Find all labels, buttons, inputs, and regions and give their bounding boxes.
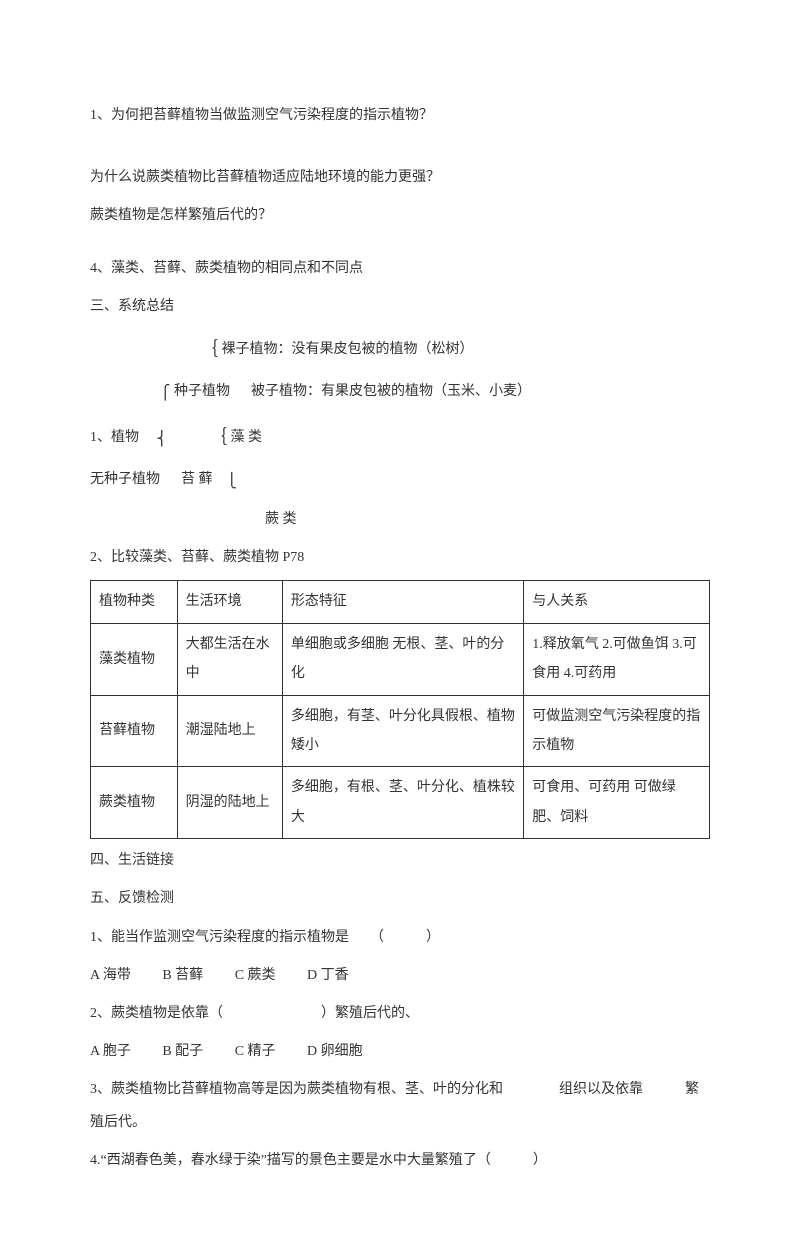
tree-line-5: 蕨 类 <box>90 504 710 536</box>
table-cell: 蕨类植物 <box>91 767 178 839</box>
question-1: 1、为何把苔藓植物当做监测空气污染程度的指示植物？ <box>90 100 710 132</box>
table-row: 苔藓植物 潮湿陆地上 多细胞，有茎、叶分化具假根、植物矮小 可做监测空气污染程度… <box>91 695 710 767</box>
test-q2: 2、蕨类植物是依靠（ ）繁殖后代的、 <box>90 998 710 1030</box>
compare-title: 2、比较藻类、苔藓、蕨类植物 P78 <box>90 542 710 574</box>
test-q1-options: A 海带 B 苔藓 C 蕨类 D 丁香 <box>90 960 710 992</box>
table-row: 藻类植物 大都生活在水中 单细胞或多细胞 无根、茎、叶的分化 1.释放氧气 2.… <box>91 623 710 695</box>
tree-no-seed: 无种子植物 <box>90 472 160 487</box>
brace-icon: ｛ <box>209 417 227 458</box>
test-q3: 3、蕨类植物比苔藓植物高等是因为蕨类植物有根、茎、叶的分化和 组织以及依靠 繁殖… <box>90 1074 710 1138</box>
option-b[interactable]: B 配子 <box>162 1036 203 1068</box>
brace-icon: ⎧ <box>160 378 171 410</box>
table-header: 与人关系 <box>524 581 710 623</box>
table-header: 形态特征 <box>282 581 523 623</box>
table-cell: 单细胞或多细胞 无根、茎、叶的分化 <box>282 623 523 695</box>
option-d[interactable]: D 丁香 <box>307 960 349 992</box>
table-cell: 多细胞，有根、茎、叶分化、植株较大 <box>282 767 523 839</box>
table-cell: 阴湿的陆地上 <box>177 767 282 839</box>
option-a[interactable]: A 海带 <box>90 960 131 992</box>
table-header: 生活环境 <box>177 581 282 623</box>
tree-plant-root: 1、植物 <box>90 430 139 445</box>
tree-fern: 蕨 类 <box>265 512 297 527</box>
section-4-heading: 四、生活链接 <box>90 845 710 877</box>
table-cell: 藻类植物 <box>91 623 178 695</box>
brace-icon: ⎩ <box>227 466 238 498</box>
table-cell: 大都生活在水中 <box>177 623 282 695</box>
table-cell: 可做监测空气污染程度的指示植物 <box>524 695 710 767</box>
brace-icon: ｛ <box>200 329 218 370</box>
table-header: 植物种类 <box>91 581 178 623</box>
question-4: 4、藻类、苔藓、蕨类植物的相同点和不同点 <box>90 253 710 285</box>
table-cell: 多细胞，有茎、叶分化具假根、植物矮小 <box>282 695 523 767</box>
tree-moss: 苔 藓 <box>181 472 213 487</box>
table-row: 蕨类植物 阴湿的陆地上 多细胞，有根、茎、叶分化、植株较大 可食用、可药用 可做… <box>91 767 710 839</box>
option-c[interactable]: C 蕨类 <box>235 960 276 992</box>
table-cell: 可食用、可药用 可做绿肥、饲料 <box>524 767 710 839</box>
question-2b: 蕨类植物是怎样繁殖后代的？ <box>90 200 710 232</box>
tree-seed-plant: 种子植物 <box>174 384 230 399</box>
table-cell: 潮湿陆地上 <box>177 695 282 767</box>
section-5-heading: 五、反馈检测 <box>90 883 710 915</box>
brace-icon: ⎨ <box>157 424 168 456</box>
section-3-heading: 三、系统总结 <box>90 291 710 323</box>
tree-line-4: 无种子植物 苔 藓 ⎩ <box>90 464 710 498</box>
option-c[interactable]: C 精子 <box>235 1036 276 1068</box>
test-q2-options: A 胞子 B 配子 C 精子 D 卵细胞 <box>90 1036 710 1068</box>
table-cell: 苔藓植物 <box>91 695 178 767</box>
table-row: 植物种类 生活环境 形态特征 与人关系 <box>91 581 710 623</box>
tree-gymnosperm: 裸子植物：没有果皮包被的植物（松树） <box>222 342 474 357</box>
tree-line-2: ⎧ 种子植物 被子植物：有果皮包被的植物（玉米、小麦） <box>90 376 710 410</box>
option-b[interactable]: B 苔藓 <box>162 960 203 992</box>
test-q1: 1、能当作监测空气污染程度的指示植物是 （ ） <box>90 922 710 954</box>
tree-line-1: ｛ 裸子植物：没有果皮包被的植物（松树） <box>90 329 710 370</box>
test-q4: 4.“西湖春色美，春水绿于染”描写的景色主要是水中大量繁殖了（ ） <box>90 1145 710 1177</box>
tree-angiosperm: 被子植物：有果皮包被的植物（玉米、小麦） <box>251 384 531 399</box>
tree-algae: 藻 类 <box>231 430 263 445</box>
option-d[interactable]: D 卵细胞 <box>307 1036 363 1068</box>
option-a[interactable]: A 胞子 <box>90 1036 131 1068</box>
question-2a: 为什么说蕨类植物比苔藓植物适应陆地环境的能力更强？ <box>90 162 710 194</box>
comparison-table: 植物种类 生活环境 形态特征 与人关系 藻类植物 大都生活在水中 单细胞或多细胞… <box>90 580 710 839</box>
table-cell: 1.释放氧气 2.可做鱼饵 3.可食用 4.可药用 <box>524 623 710 695</box>
tree-line-3: 1、植物 ⎨ ｛ 藻 类 <box>90 417 710 458</box>
